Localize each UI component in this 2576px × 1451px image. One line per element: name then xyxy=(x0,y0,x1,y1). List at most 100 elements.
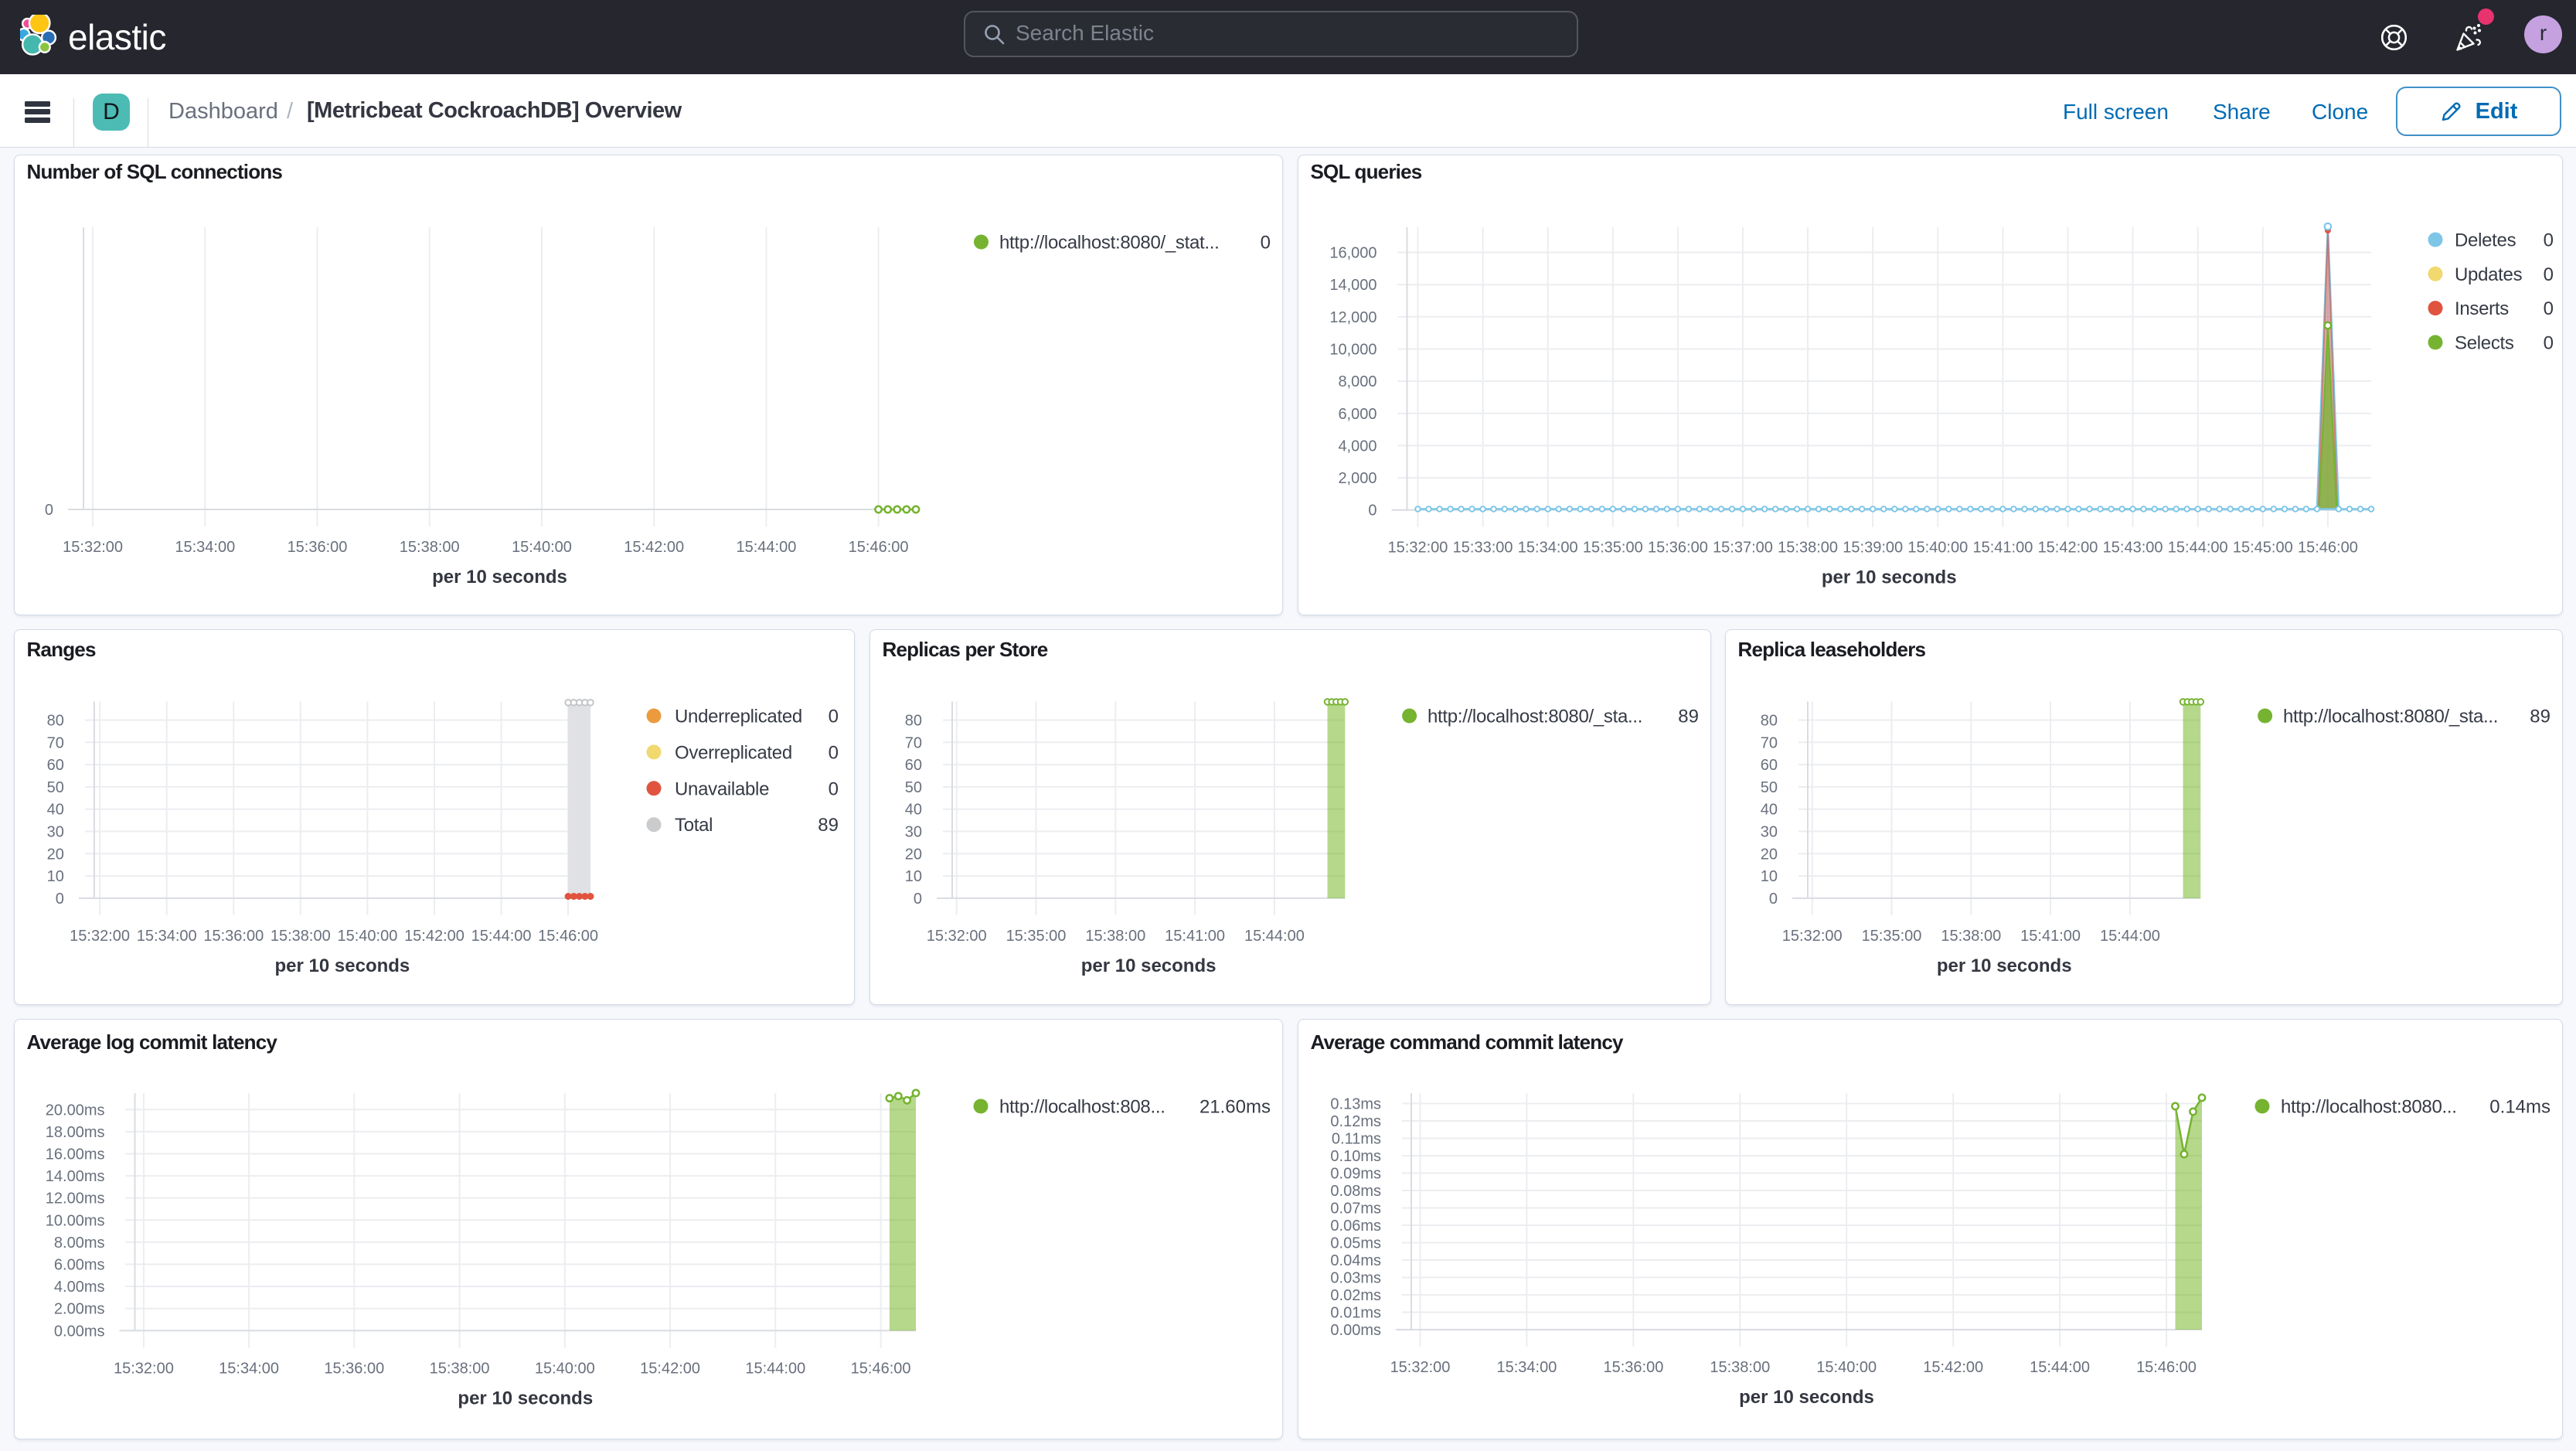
svg-text:15:37:00: 15:37:00 xyxy=(1713,540,1773,557)
svg-text:0: 0 xyxy=(829,742,839,763)
svg-text:0: 0 xyxy=(1769,891,1778,908)
svg-text:0.00ms: 0.00ms xyxy=(1330,1322,1381,1339)
svg-text:50: 50 xyxy=(47,779,64,796)
svg-text:Underreplicated: Underreplicated xyxy=(675,707,802,727)
svg-text:15:32:00: 15:32:00 xyxy=(1782,928,1843,945)
svg-text:15:32:00: 15:32:00 xyxy=(63,539,123,556)
svg-text:15:38:00: 15:38:00 xyxy=(400,539,460,556)
svg-text:Overreplicated: Overreplicated xyxy=(675,742,792,763)
svg-text:80: 80 xyxy=(905,713,922,730)
svg-text:10.00ms: 10.00ms xyxy=(46,1212,105,1229)
svg-text:80: 80 xyxy=(1761,713,1778,730)
svg-text:20: 20 xyxy=(1761,846,1778,863)
svg-text:15:38:00: 15:38:00 xyxy=(1710,1359,1770,1376)
svg-text:http://localhost:8080...: http://localhost:8080... xyxy=(2281,1097,2457,1118)
svg-text:15:32:00: 15:32:00 xyxy=(1388,540,1448,557)
svg-text:18.00ms: 18.00ms xyxy=(46,1124,105,1141)
svg-text:0: 0 xyxy=(829,707,839,727)
svg-text:8,000: 8,000 xyxy=(1338,373,1376,390)
svg-text:15:34:00: 15:34:00 xyxy=(219,1360,279,1377)
svg-text:0: 0 xyxy=(914,891,922,908)
svg-text:50: 50 xyxy=(905,779,922,796)
svg-text:8.00ms: 8.00ms xyxy=(54,1235,105,1252)
svg-text:0.13ms: 0.13ms xyxy=(1330,1096,1381,1113)
svg-text:70: 70 xyxy=(1761,734,1778,751)
svg-text:15:42:00: 15:42:00 xyxy=(2038,540,2098,557)
svg-text:15:41:00: 15:41:00 xyxy=(2020,928,2081,945)
svg-text:15:44:00: 15:44:00 xyxy=(2100,928,2160,945)
svg-text:15:32:00: 15:32:00 xyxy=(70,928,130,945)
svg-text:0: 0 xyxy=(2544,332,2554,353)
svg-text:15:36:00: 15:36:00 xyxy=(1648,540,1708,557)
svg-text:0.06ms: 0.06ms xyxy=(1330,1218,1381,1235)
svg-text:15:38:00: 15:38:00 xyxy=(1778,540,1838,557)
svg-text:4,000: 4,000 xyxy=(1338,438,1376,455)
svg-text:15:38:00: 15:38:00 xyxy=(1085,928,1145,945)
svg-text:15:44:00: 15:44:00 xyxy=(2030,1359,2090,1376)
svg-text:Updates: Updates xyxy=(2455,264,2523,285)
svg-text:Replicas per Store: Replicas per Store xyxy=(883,638,1048,661)
svg-text:per 10 seconds: per 10 seconds xyxy=(275,955,410,976)
svg-text:50: 50 xyxy=(1761,779,1778,796)
svg-text:30: 30 xyxy=(1761,824,1778,841)
svg-text:0.14ms: 0.14ms xyxy=(2489,1097,2550,1118)
svg-text:15:36:00: 15:36:00 xyxy=(288,539,348,556)
svg-text:0.05ms: 0.05ms xyxy=(1330,1235,1381,1252)
svg-text:0.01ms: 0.01ms xyxy=(1330,1305,1381,1322)
svg-text:15:40:00: 15:40:00 xyxy=(337,928,397,945)
svg-text:15:42:00: 15:42:00 xyxy=(624,539,684,556)
svg-text:2.00ms: 2.00ms xyxy=(54,1301,105,1318)
svg-text:0.10ms: 0.10ms xyxy=(1330,1148,1381,1165)
svg-text:15:43:00: 15:43:00 xyxy=(2103,540,2163,557)
svg-text:10: 10 xyxy=(1761,868,1778,885)
svg-text:15:32:00: 15:32:00 xyxy=(1390,1359,1451,1376)
svg-text:70: 70 xyxy=(47,734,64,751)
svg-text:http://localhost:808...: http://localhost:808... xyxy=(999,1097,1165,1118)
svg-text:0.11ms: 0.11ms xyxy=(1332,1131,1381,1148)
svg-text:15:34:00: 15:34:00 xyxy=(1518,540,1578,557)
svg-text:15:33:00: 15:33:00 xyxy=(1453,540,1513,557)
svg-text:16,000: 16,000 xyxy=(1329,245,1376,262)
svg-text:0: 0 xyxy=(1261,233,1271,254)
svg-text:per 10 seconds: per 10 seconds xyxy=(1822,567,1957,588)
svg-text:15:34:00: 15:34:00 xyxy=(175,539,235,556)
svg-text:89: 89 xyxy=(818,815,839,836)
svg-text:0.00ms: 0.00ms xyxy=(54,1323,105,1340)
svg-text:Average log commit latency: Average log commit latency xyxy=(27,1030,278,1054)
svg-text:15:42:00: 15:42:00 xyxy=(1923,1359,1983,1376)
svg-text:Replica leaseholders: Replica leaseholders xyxy=(1738,638,1926,661)
svg-text:15:40:00: 15:40:00 xyxy=(1816,1359,1877,1376)
svg-text:70: 70 xyxy=(905,734,922,751)
svg-text:15:34:00: 15:34:00 xyxy=(1496,1359,1557,1376)
svg-text:15:44:00: 15:44:00 xyxy=(736,539,796,556)
svg-text:0.08ms: 0.08ms xyxy=(1330,1183,1381,1200)
svg-text:Total: Total xyxy=(675,815,713,836)
svg-text:16.00ms: 16.00ms xyxy=(46,1146,105,1163)
svg-text:15:46:00: 15:46:00 xyxy=(538,928,598,945)
svg-text:Ranges: Ranges xyxy=(27,638,96,661)
svg-text:40: 40 xyxy=(1761,802,1778,819)
svg-text:15:35:00: 15:35:00 xyxy=(1862,928,1922,945)
svg-text:15:32:00: 15:32:00 xyxy=(114,1360,174,1377)
svg-text:0.02ms: 0.02ms xyxy=(1330,1287,1381,1304)
svg-text:30: 30 xyxy=(905,824,922,841)
svg-text:89: 89 xyxy=(2530,707,2550,727)
svg-text:per 10 seconds: per 10 seconds xyxy=(1739,1387,1874,1408)
svg-text:Selects: Selects xyxy=(2455,332,2514,353)
svg-text:15:46:00: 15:46:00 xyxy=(851,1360,911,1377)
svg-text:15:44:00: 15:44:00 xyxy=(1244,928,1305,945)
svg-text:Number of SQL connections: Number of SQL connections xyxy=(27,160,283,183)
svg-text:10: 10 xyxy=(47,868,64,885)
svg-text:15:44:00: 15:44:00 xyxy=(471,928,532,945)
svg-text:20: 20 xyxy=(905,846,922,863)
svg-text:15:36:00: 15:36:00 xyxy=(203,928,264,945)
svg-text:15:40:00: 15:40:00 xyxy=(535,1360,595,1377)
svg-text:14.00ms: 14.00ms xyxy=(46,1168,105,1185)
svg-text:60: 60 xyxy=(47,757,64,774)
svg-text:15:34:00: 15:34:00 xyxy=(137,928,197,945)
svg-text:Inserts: Inserts xyxy=(2455,298,2509,319)
svg-text:0.03ms: 0.03ms xyxy=(1330,1270,1381,1287)
svg-text:Average command commit latency: Average command commit latency xyxy=(1311,1030,1625,1054)
svg-text:89: 89 xyxy=(1678,707,1699,727)
svg-text:6.00ms: 6.00ms xyxy=(54,1257,105,1274)
